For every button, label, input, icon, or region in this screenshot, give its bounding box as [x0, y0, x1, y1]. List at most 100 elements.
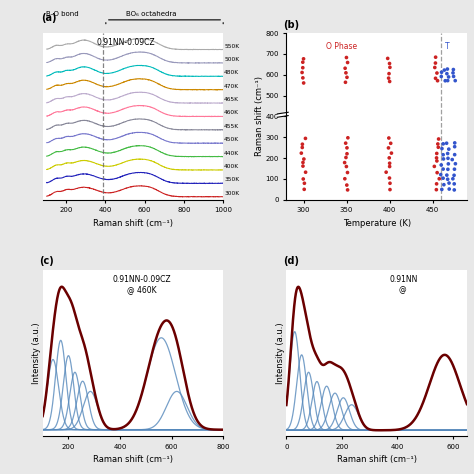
- Point: [299, 64, 307, 72]
- Point: [431, 64, 438, 71]
- Point: [343, 144, 351, 152]
- Text: 0.91NN-0.09CZ: 0.91NN-0.09CZ: [97, 38, 155, 47]
- Point: [386, 163, 393, 170]
- Point: [341, 175, 348, 182]
- Text: 470K: 470K: [224, 84, 239, 89]
- Point: [444, 77, 451, 84]
- Point: [342, 69, 350, 77]
- Point: [444, 155, 452, 162]
- Text: 450K: 450K: [224, 137, 239, 142]
- Text: 465K: 465K: [224, 97, 239, 102]
- Point: [386, 174, 393, 182]
- Point: [439, 140, 447, 147]
- Point: [441, 77, 449, 84]
- Point: [451, 151, 458, 158]
- Point: [388, 149, 395, 157]
- Point: [344, 59, 351, 66]
- Text: 0.91NN-0.09CZ
@ 460K: 0.91NN-0.09CZ @ 460K: [113, 274, 171, 294]
- Text: 400K: 400K: [224, 164, 239, 169]
- Point: [433, 69, 441, 77]
- Point: [341, 159, 348, 166]
- Point: [298, 69, 306, 76]
- Point: [451, 77, 459, 84]
- Point: [449, 175, 456, 182]
- Point: [299, 159, 307, 166]
- Point: [385, 70, 393, 77]
- Point: [438, 145, 446, 152]
- Text: (a): (a): [41, 13, 56, 23]
- Point: [440, 155, 447, 163]
- Text: (b): (b): [283, 20, 299, 30]
- Point: [301, 135, 309, 142]
- Point: [439, 174, 447, 182]
- Point: [383, 168, 390, 176]
- Point: [451, 165, 458, 173]
- Point: [435, 144, 442, 151]
- Point: [433, 154, 440, 162]
- Point: [300, 175, 307, 183]
- Point: [299, 140, 306, 148]
- Point: [343, 163, 350, 170]
- Point: [450, 172, 458, 179]
- Point: [440, 181, 447, 189]
- Point: [343, 181, 351, 189]
- Point: [430, 163, 438, 170]
- Point: [344, 134, 352, 142]
- Point: [439, 165, 447, 173]
- Point: [436, 175, 443, 182]
- Point: [385, 144, 392, 152]
- Point: [450, 186, 458, 194]
- Text: 300K: 300K: [224, 191, 239, 196]
- Point: [446, 185, 453, 193]
- Point: [386, 159, 393, 167]
- Point: [386, 78, 393, 85]
- Y-axis label: Intensity (a.u.): Intensity (a.u.): [276, 322, 285, 383]
- Text: T: T: [445, 42, 450, 51]
- Point: [301, 185, 308, 193]
- Point: [443, 171, 451, 179]
- Point: [445, 146, 453, 153]
- X-axis label: Raman shift (cm⁻¹): Raman shift (cm⁻¹): [93, 455, 173, 464]
- Point: [449, 69, 457, 77]
- Point: [438, 68, 446, 76]
- Point: [344, 186, 351, 194]
- Point: [343, 150, 351, 157]
- Point: [444, 150, 451, 157]
- Point: [438, 186, 446, 193]
- Point: [299, 144, 306, 151]
- Point: [448, 156, 456, 164]
- Point: [386, 64, 394, 71]
- X-axis label: Raman shift (cm⁻¹): Raman shift (cm⁻¹): [337, 455, 417, 464]
- Point: [384, 55, 392, 62]
- Point: [342, 79, 349, 86]
- Point: [444, 65, 451, 73]
- Point: [439, 151, 447, 158]
- Point: [300, 155, 308, 163]
- Point: [433, 150, 440, 157]
- Point: [445, 160, 452, 168]
- Point: [432, 74, 439, 82]
- Text: 440K: 440K: [224, 151, 239, 155]
- Point: [298, 149, 305, 157]
- Point: [387, 139, 394, 147]
- Point: [451, 143, 458, 150]
- Point: [438, 73, 445, 80]
- Point: [343, 73, 351, 81]
- Point: [444, 165, 452, 173]
- Point: [344, 169, 351, 176]
- Point: [433, 186, 440, 193]
- Point: [432, 54, 439, 61]
- Text: 0.91NN
@: 0.91NN @: [390, 274, 418, 294]
- Point: [449, 66, 457, 73]
- Point: [342, 139, 349, 147]
- Text: B-O bond: B-O bond: [46, 10, 79, 17]
- Text: (c): (c): [39, 256, 54, 266]
- Point: [450, 180, 458, 188]
- Point: [434, 140, 442, 148]
- Text: 500K: 500K: [224, 57, 239, 62]
- Text: 550K: 550K: [224, 44, 239, 48]
- Point: [302, 168, 310, 176]
- Point: [385, 74, 392, 82]
- Point: [445, 73, 452, 81]
- Point: [432, 59, 439, 67]
